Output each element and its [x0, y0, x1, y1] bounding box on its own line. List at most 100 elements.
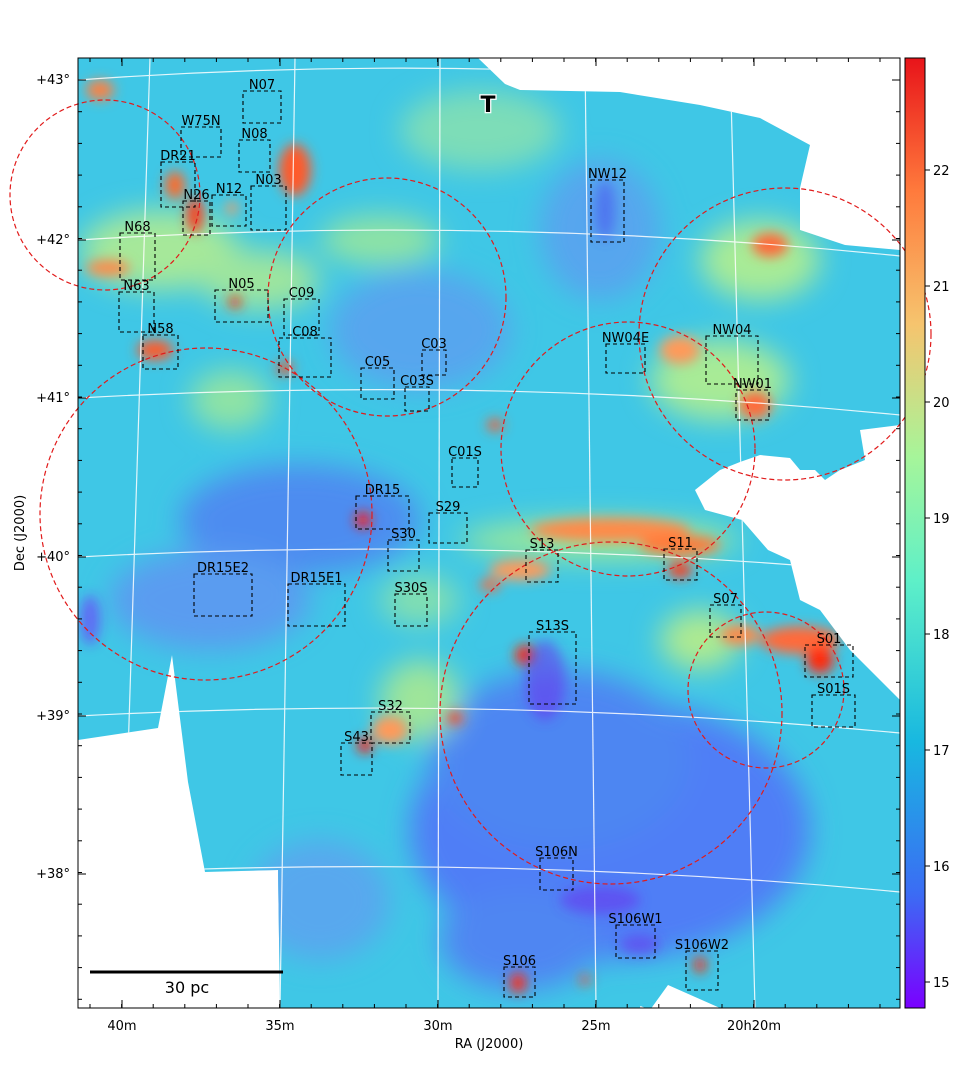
region-box — [605, 343, 646, 374]
region-box — [360, 367, 395, 400]
region-box — [278, 337, 332, 378]
region-box — [705, 335, 759, 385]
region-label: S29 — [436, 500, 461, 515]
colorbar-tick-label: 19 — [933, 512, 950, 527]
y-tick-label: +41° — [36, 391, 70, 406]
x-axis-label: RA (J2000) — [455, 1037, 524, 1052]
region-box — [387, 539, 420, 572]
region-label: S01S — [817, 682, 850, 697]
region-label: W75N — [181, 114, 220, 129]
region-boxes — [118, 90, 856, 998]
colorbar-tick-label: 16 — [933, 860, 950, 875]
region-box — [355, 495, 410, 530]
region-box — [193, 573, 253, 617]
region-label: S106W1 — [608, 912, 662, 927]
t-marker: T — [480, 93, 495, 118]
region-box — [811, 694, 856, 728]
y-tick-label: +43° — [36, 73, 70, 88]
circular-regions — [9, 99, 932, 885]
region-box — [238, 139, 271, 173]
circle-region — [638, 187, 932, 481]
region-label: S32 — [378, 699, 403, 714]
x-tick-label: 20h20m — [727, 1019, 781, 1034]
y-axis: +43° +42° +41° +40° +39° +38° Dec (J2000… — [13, 73, 70, 882]
region-box — [525, 549, 559, 583]
colorbar-tick-label: 20 — [933, 396, 950, 411]
circle-region — [687, 611, 845, 769]
region-box — [421, 349, 447, 376]
region-label: N08 — [241, 127, 267, 142]
region-label: S106N — [535, 845, 578, 860]
region-box — [428, 512, 468, 544]
region-box — [404, 386, 430, 412]
x-tick-label: 30m — [423, 1019, 452, 1034]
region-label: S13 — [530, 537, 555, 552]
region-box — [394, 593, 428, 627]
region-box — [283, 298, 320, 336]
region-box — [615, 924, 656, 959]
region-box — [804, 644, 854, 678]
region-label: C01S — [448, 445, 482, 460]
region-label: DR15 — [365, 483, 401, 498]
region-box — [685, 950, 719, 991]
region-label: DR21 — [160, 149, 196, 164]
y-axis-label: Dec (J2000) — [13, 495, 28, 571]
region-box — [735, 389, 770, 421]
region-box — [119, 232, 156, 281]
y-tick-label: +40° — [36, 550, 70, 565]
colorbar: 22 21 20 19 18 17 16 15 — [904, 57, 950, 1009]
region-box — [709, 604, 742, 638]
x-tick-label: 35m — [265, 1019, 294, 1034]
region-box — [590, 179, 625, 243]
region-box — [142, 334, 179, 370]
region-label: C08 — [292, 325, 318, 340]
region-label: N07 — [249, 78, 275, 93]
region-label: N58 — [147, 322, 173, 337]
x-tick-label: 40m — [107, 1019, 136, 1034]
y-tick-label: +39° — [36, 709, 70, 724]
x-axis-ticks — [89, 58, 881, 1008]
x-axis: 40m 35m 30m 25m 20h20m RA (J2000) — [107, 1019, 781, 1052]
region-box — [160, 161, 196, 208]
scale-bar-label: 30 pc — [165, 978, 209, 997]
region-box — [250, 185, 287, 231]
colorbar-tick-label: 17 — [933, 744, 950, 759]
region-label: N05 — [228, 277, 254, 292]
region-box — [118, 291, 155, 333]
region-label: S106 — [503, 954, 536, 969]
region-label: C03 — [421, 337, 447, 352]
x-tick-label: 25m — [581, 1019, 610, 1034]
region-label: S30S — [394, 581, 427, 596]
region-label: S106W2 — [675, 938, 729, 953]
region-label: NW01 — [733, 377, 772, 392]
region-box — [211, 194, 247, 227]
region-box — [340, 742, 373, 776]
colorbar-tick-label: 15 — [933, 976, 950, 991]
region-label: NW12 — [588, 167, 627, 182]
region-label: S13S — [536, 619, 569, 634]
region-label: DR15E1 — [290, 571, 342, 586]
circle-region — [267, 177, 507, 417]
circle-region — [39, 347, 373, 681]
region-label: S30 — [391, 527, 416, 542]
y-tick-label: +38° — [36, 867, 70, 882]
y-axis-ticks — [78, 79, 900, 1000]
region-label: N12 — [216, 182, 242, 197]
region-box — [503, 966, 536, 998]
region-box — [182, 200, 211, 236]
circle-region — [9, 99, 201, 291]
colorbar-tick-label: 21 — [933, 280, 950, 295]
region-label: NW04 — [712, 323, 751, 338]
region-label: S01 — [817, 632, 842, 647]
region-label: NW04E — [602, 331, 649, 346]
region-box — [539, 857, 574, 891]
region-label: N26 — [183, 188, 209, 203]
region-label: N68 — [124, 220, 150, 235]
region-label: N63 — [123, 279, 149, 294]
region-label: S43 — [344, 730, 369, 745]
region-label: S11 — [668, 536, 693, 551]
region-label: C05 — [365, 355, 391, 370]
y-tick-label: +42° — [36, 233, 70, 248]
circle-region — [439, 541, 783, 885]
